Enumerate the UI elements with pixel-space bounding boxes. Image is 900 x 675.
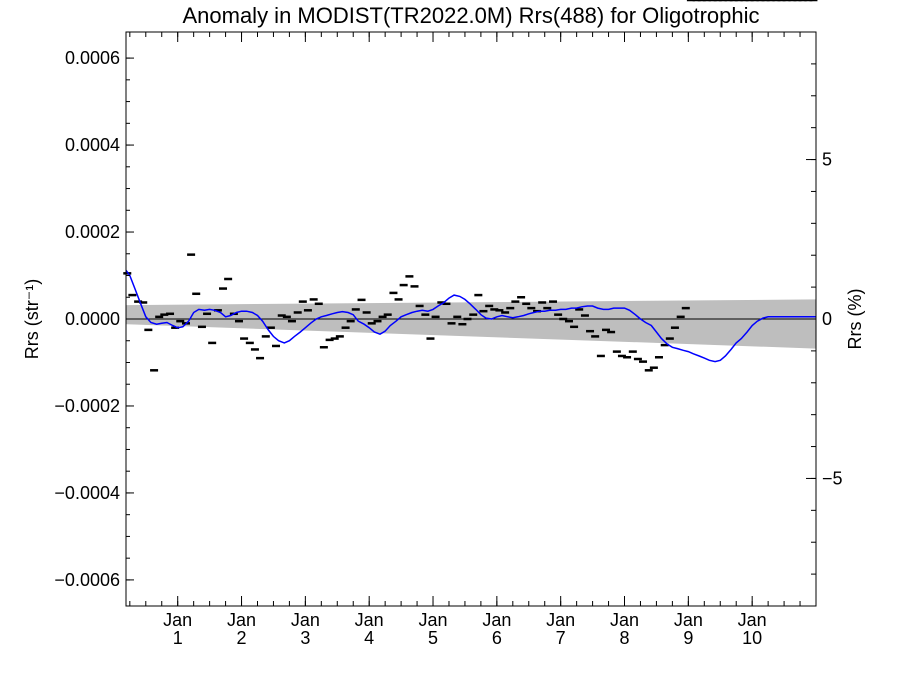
y-left-tick-label: −0.0006 — [54, 570, 120, 590]
x-tick-label-month: Jan — [291, 610, 320, 630]
x-tick-label-year: 10 — [742, 628, 762, 648]
y-axis-right-label: Rrs (%) — [845, 289, 865, 350]
y-left-tick-label: 0.0006 — [65, 48, 120, 68]
x-tick-label-month: Jan — [674, 610, 703, 630]
x-tick-label-year: 4 — [364, 628, 374, 648]
x-tick-label-year: 9 — [683, 628, 693, 648]
axis-ticks: 0.0006 0.0004 0.0002 0.0000 −0.0002 −0.0004 −0… — [54, 31, 843, 648]
x-tick-label-year: 8 — [620, 628, 630, 648]
x-tick-label-month: Jan — [163, 610, 192, 630]
chart-title: Anomaly in MODIST(TR2022.0M) Rrs(488) fo… — [182, 3, 759, 28]
x-tick-label-month: Jan — [482, 610, 511, 630]
y-left-tick-label: 0.0004 — [65, 135, 120, 155]
x-tick-label-month: Jan — [738, 610, 767, 630]
x-tick-label-year: 2 — [237, 628, 247, 648]
y-right-tick-label: 0 — [822, 309, 832, 329]
x-tick-label-year: 7 — [556, 628, 566, 648]
x-tick-label-year: 6 — [492, 628, 502, 648]
y-left-tick-label: 0.0002 — [65, 222, 120, 242]
y-right-tick-label: 5 — [822, 150, 832, 170]
smoothed-line — [125, 269, 816, 363]
x-tick-label-month: Jan — [610, 610, 639, 630]
x-tick-label-month: Jan — [419, 610, 448, 630]
uncertainty-band — [126, 299, 816, 349]
y-axis-left-label: Rrs (str⁻¹) — [22, 279, 42, 359]
x-tick-label-year: 3 — [300, 628, 310, 648]
x-tick-label-month: Jan — [546, 610, 575, 630]
y-left-tick-label: −0.0004 — [54, 483, 120, 503]
plot-area — [123, 0, 818, 372]
y-left-tick-label: 0.0000 — [65, 309, 120, 329]
x-tick-label-month: Jan — [355, 610, 384, 630]
x-tick-label-month: Jan — [227, 610, 256, 630]
y-left-tick-label: −0.0002 — [54, 396, 120, 416]
x-tick-label-year: 1 — [173, 628, 183, 648]
y-right-tick-label: −5 — [822, 468, 843, 488]
x-tick-label-year: 5 — [428, 628, 438, 648]
